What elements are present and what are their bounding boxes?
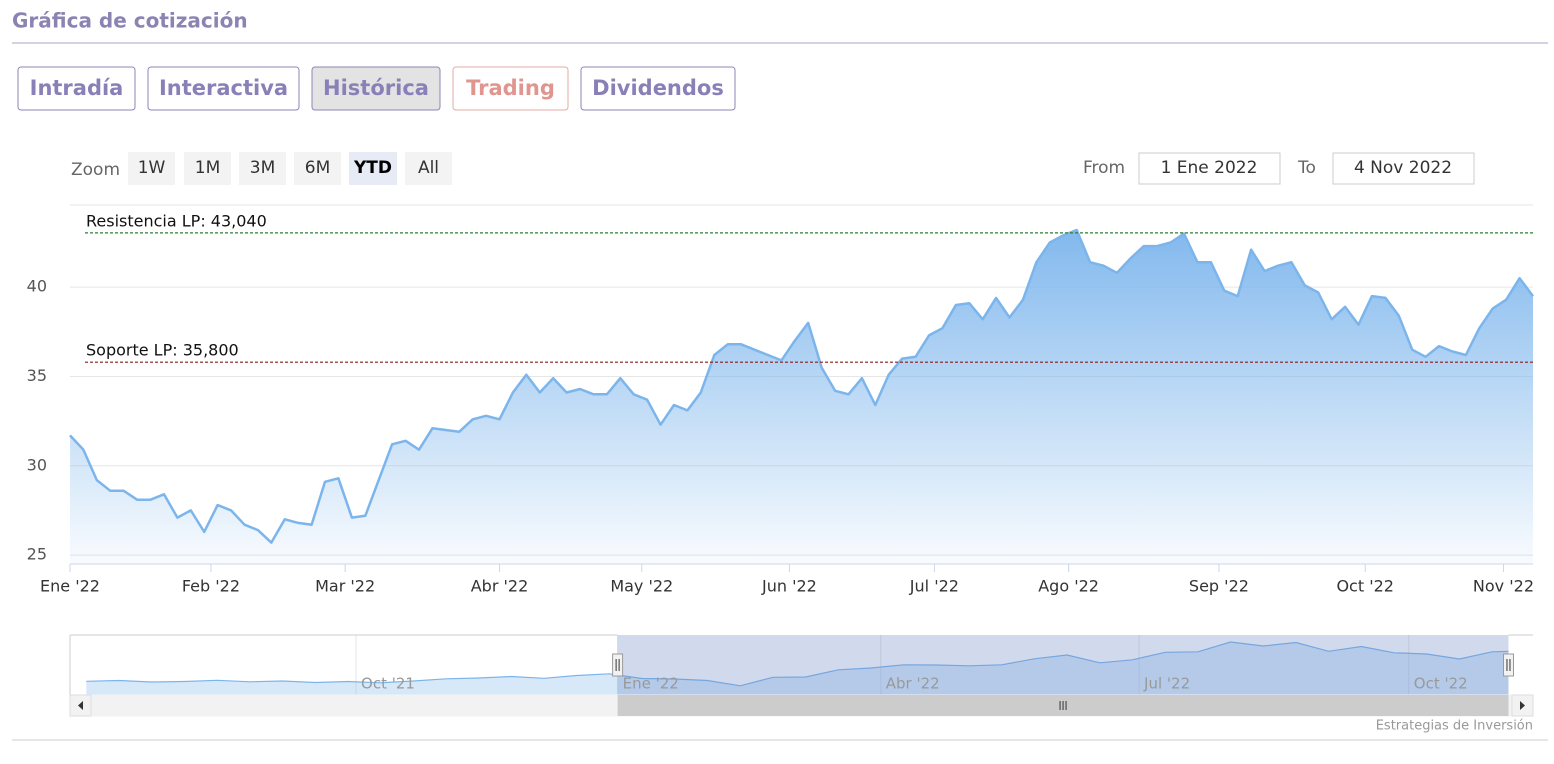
tab[interactable]	[17, 66, 136, 111]
navigator: Oct '21 Ene '22 Abr '22 Jul '22 Oct '22	[69, 634, 1534, 717]
chart: 25 30 35 40 Ene '22 Feb '22 Mar '22 Abr '22 May …	[27, 204, 1535, 596]
navigator-line	[86, 641, 1509, 687]
tab[interactable]	[147, 66, 300, 111]
tab-bar: Intradía Interactiva Histórica Trading Divid…	[17, 66, 736, 111]
credit: Estrategias de Inversión	[1376, 719, 1533, 734]
zoom-button[interactable]	[184, 152, 231, 185]
zoom-button-label[interactable]: All	[418, 158, 439, 178]
navigator-tick-label: Oct '22	[1414, 675, 1468, 693]
x-tick-label: Feb '22	[182, 577, 240, 596]
page-title: Gráfica de cotización	[12, 9, 248, 33]
zoom-button[interactable]	[405, 152, 452, 185]
navigator-selection	[617, 635, 1509, 695]
from-label: From	[1083, 158, 1125, 178]
from-input[interactable]	[1138, 152, 1281, 185]
x-tick-label: Nov '22	[1473, 577, 1534, 596]
from-value[interactable]: 1 Ene 2022	[1161, 158, 1258, 178]
tab[interactable]	[452, 66, 569, 111]
zoom-button[interactable]	[128, 152, 175, 185]
tab[interactable]	[311, 66, 441, 111]
navigator-tick-label: Jul '22	[1143, 675, 1190, 693]
plot-line-label: Resistencia LP: 43,040	[86, 211, 267, 230]
x-tick-label: Abr '22	[471, 577, 529, 596]
tab-label[interactable]: Histórica	[323, 76, 429, 100]
plot-line-label: Soporte LP: 35,800	[86, 341, 239, 360]
navigator-tick-label: Ene '22	[623, 675, 679, 693]
navigator-handle[interactable]	[1502, 653, 1514, 677]
x-tick-label: Oct '22	[1336, 577, 1394, 596]
y-tick-label: 40	[27, 277, 47, 296]
x-tick-label: Mar '22	[315, 577, 375, 596]
x-tick-label: Jun '22	[761, 577, 817, 596]
zoom-button-label[interactable]: YTD	[353, 158, 392, 178]
line	[69, 228, 1535, 544]
y-tick-label: 35	[27, 366, 47, 385]
to-input[interactable]	[1332, 152, 1475, 185]
navigator-tick-label: Abr '22	[886, 675, 940, 693]
navigator-tick-label: Oct '21	[361, 675, 415, 693]
zoom-button-label[interactable]: 1M	[195, 158, 220, 178]
tab[interactable]	[580, 66, 736, 111]
zoom-button-label[interactable]: 6M	[305, 158, 330, 178]
y-tick-label: 30	[27, 455, 47, 474]
zoom-button-label[interactable]: 3M	[250, 158, 275, 178]
area	[70, 230, 1533, 564]
zoom-label: Zoom	[71, 160, 120, 180]
tab-label[interactable]: Trading	[466, 76, 555, 100]
arrow	[78, 701, 83, 710]
tab-label[interactable]: Intradía	[30, 76, 124, 100]
x-tick-label: Ago '22	[1038, 577, 1099, 596]
navigator-handle[interactable]	[612, 653, 624, 677]
zoom-bar: Zoom 1W 1M 3M 6M YTD All From 1 Ene 2022 To 4 Nov …	[71, 152, 1475, 185]
y-tick-label: 25	[27, 545, 47, 564]
navigator-frame	[70, 635, 1533, 695]
zoom-button[interactable]	[294, 152, 341, 185]
zoom-button[interactable]	[239, 152, 286, 185]
to-value[interactable]: 4 Nov 2022	[1354, 158, 1452, 178]
zoom-button-label[interactable]: 1W	[138, 158, 166, 178]
zoom-button[interactable]	[349, 152, 397, 185]
x-tick-label: Ene '22	[40, 577, 100, 596]
to-label: To	[1297, 158, 1316, 178]
tab-label[interactable]: Interactiva	[159, 76, 288, 100]
x-tick-label: May '22	[610, 577, 673, 596]
arrow	[1520, 701, 1525, 710]
x-tick-label: Sep '22	[1189, 577, 1249, 596]
x-tick-label: Jul '22	[909, 577, 959, 596]
tab-label[interactable]: Dividendos	[592, 76, 724, 100]
